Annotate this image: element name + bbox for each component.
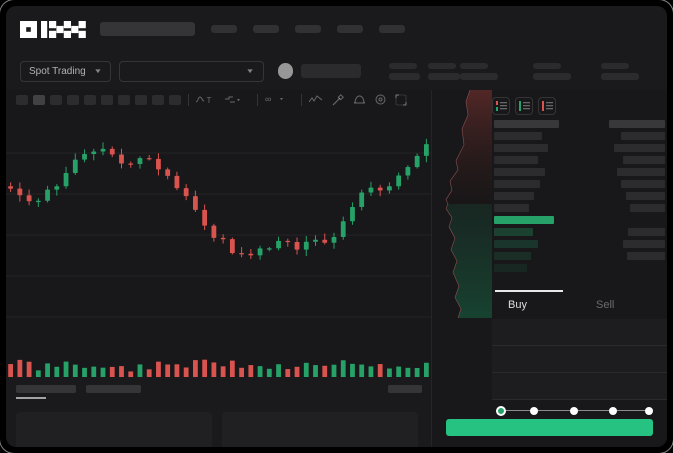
svg-text:∞: ∞ xyxy=(265,95,271,104)
svg-text:T: T xyxy=(207,96,212,105)
